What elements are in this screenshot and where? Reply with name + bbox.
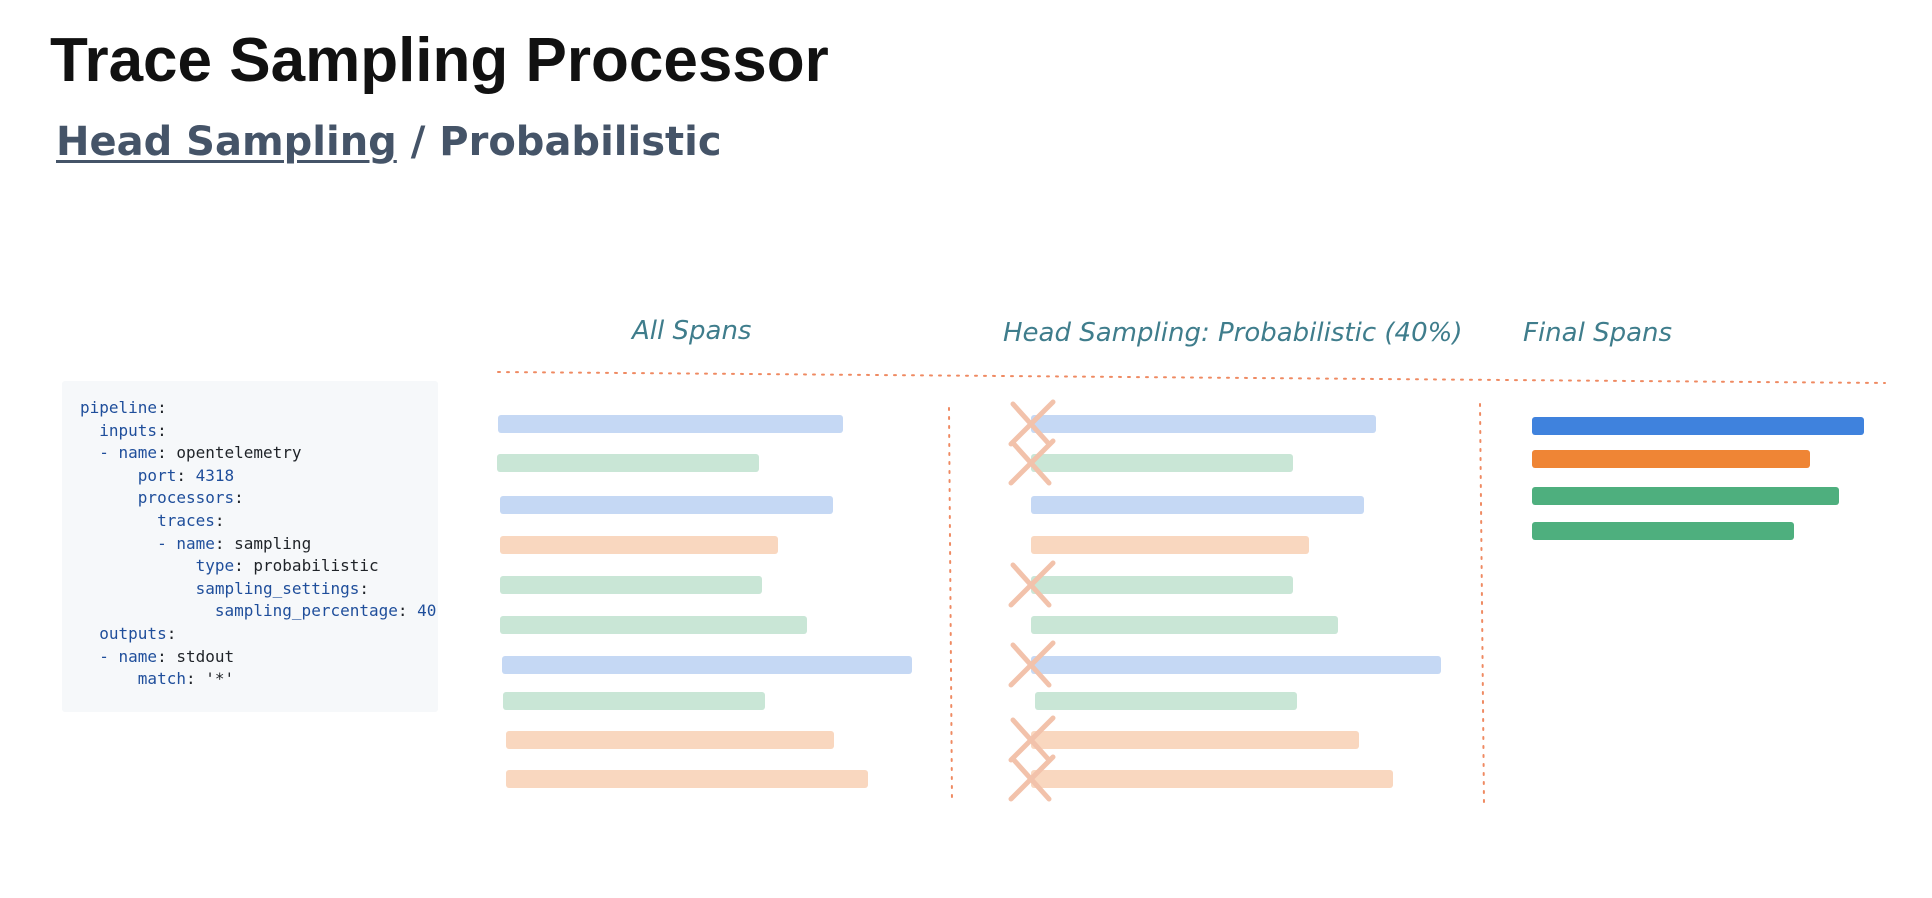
- span-bar: [500, 536, 778, 554]
- dropped-cross-icon: [1008, 754, 1056, 802]
- code-key: name: [118, 443, 158, 463]
- code-line: - name: sampling: [80, 533, 312, 553]
- code-key: name: [176, 533, 215, 553]
- span-bar: [497, 454, 759, 472]
- code-line: - name: opentelemetry: [80, 443, 302, 463]
- code-key: name: [118, 646, 158, 666]
- code-key: inputs: [99, 420, 158, 440]
- code-line: inputs:: [99, 420, 167, 440]
- code-line: processors:: [137, 488, 244, 508]
- span-bar: [506, 731, 834, 749]
- code-key: port: [137, 465, 177, 485]
- dropped-cross-icon: [1008, 715, 1056, 763]
- sampled-span-bar: [1031, 770, 1393, 788]
- dropped-cross-icon: [1008, 560, 1056, 608]
- final-span-bar: [1532, 522, 1794, 540]
- sampled-span-bar: [1031, 616, 1338, 634]
- code-value: sampling: [224, 533, 312, 553]
- sampled-span-bar: [1035, 692, 1297, 710]
- code-key: type: [195, 556, 235, 576]
- sampled-span-bar: [1031, 536, 1309, 554]
- code-value: stdout: [166, 646, 235, 666]
- code-line: match: '*': [137, 669, 235, 689]
- span-bar: [502, 656, 912, 674]
- column-heading-head-sampling: Head Sampling: Probabilistic (40%): [1003, 318, 1463, 348]
- final-span-bar: [1532, 450, 1810, 468]
- dropped-cross-icon: [1008, 399, 1056, 447]
- column-heading-all-spans: All Spans: [632, 316, 752, 346]
- subtitle-separator: /: [396, 119, 440, 165]
- final-span-bar: [1532, 487, 1839, 505]
- code-key: processors: [137, 488, 235, 508]
- divider-horizontal: [497, 371, 1886, 384]
- sampled-span-bar: [1031, 656, 1441, 674]
- code-key: sampling_settings: [195, 578, 360, 598]
- head-sampling-link[interactable]: Head Sampling: [56, 119, 397, 165]
- divider-vertical: [948, 407, 953, 803]
- config-code: pipeline: inputs: - name: opentelemetry …: [80, 397, 436, 691]
- span-bar: [506, 770, 868, 788]
- span-bar: [500, 496, 833, 514]
- page-title: Trace Sampling Processor: [50, 26, 829, 95]
- dropped-cross-icon: [1008, 438, 1056, 486]
- config-code-block: pipeline: inputs: - name: opentelemetry …: [62, 381, 438, 712]
- sampled-span-bar: [1031, 415, 1376, 433]
- code-line: type: probabilistic: [195, 556, 379, 576]
- code-value: 40: [407, 601, 437, 621]
- sampled-span-bar: [1031, 576, 1293, 594]
- span-bar: [498, 415, 843, 433]
- code-key: traces: [157, 510, 215, 530]
- span-bar: [500, 576, 762, 594]
- code-line: traces:: [157, 510, 225, 530]
- sampled-span-bar: [1031, 496, 1364, 514]
- code-line: outputs:: [99, 623, 177, 643]
- sampled-span-bar: [1031, 731, 1359, 749]
- code-line: sampling_settings:: [195, 578, 369, 598]
- dropped-cross-icon: [1008, 640, 1056, 688]
- subtitle-rest: Probabilistic: [439, 119, 722, 165]
- sampled-span-bar: [1031, 454, 1293, 472]
- code-line: port: 4318: [137, 465, 235, 485]
- code-value: probabilistic: [243, 556, 379, 576]
- code-line: sampling_percentage: 40: [214, 601, 437, 621]
- code-value: 4318: [185, 465, 235, 485]
- code-line: - name: stdout: [80, 646, 235, 666]
- code-key: match: [137, 669, 186, 689]
- code-value: opentelemetry: [166, 443, 302, 463]
- divider-vertical: [1479, 403, 1485, 805]
- span-bar: [503, 692, 765, 710]
- code-key: sampling_percentage: [214, 601, 398, 621]
- code-line: pipeline:: [80, 398, 167, 417]
- code-key: outputs: [99, 623, 167, 643]
- page-subtitle: Head Sampling / Probabilistic: [56, 122, 722, 162]
- final-span-bar: [1532, 417, 1864, 435]
- code-key: pipeline: [80, 398, 158, 417]
- span-bar: [500, 616, 807, 634]
- code-value: '*': [195, 669, 235, 689]
- column-heading-final-spans: Final Spans: [1523, 318, 1673, 348]
